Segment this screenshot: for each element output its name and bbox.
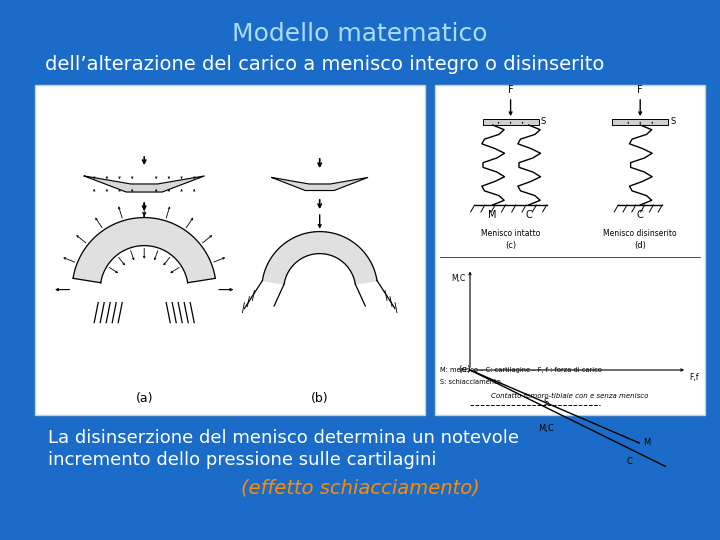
Polygon shape: [262, 232, 377, 284]
Text: (d): (d): [634, 241, 646, 249]
Bar: [482, 119, 539, 125]
Polygon shape: [73, 218, 215, 283]
Text: F: F: [637, 85, 643, 95]
Polygon shape: [84, 176, 204, 192]
Text: M: M: [644, 438, 651, 447]
Text: S: S: [670, 118, 675, 126]
Polygon shape: [271, 178, 368, 191]
Text: (effetto schiacciamento): (effetto schiacciamento): [240, 479, 480, 498]
Text: S: schiacciamento: S: schiacciamento: [440, 379, 500, 385]
Text: Contatto femoro-tibiale con e senza menisco: Contatto femoro-tibiale con e senza meni…: [491, 393, 649, 399]
Text: F: F: [508, 85, 513, 95]
Text: F,f: F,f: [689, 373, 698, 382]
Text: Modello matematico: Modello matematico: [233, 22, 487, 46]
Text: M: menisco – C: cartilagine – F, f : forza di carico: M: menisco – C: cartilagine – F, f : for…: [440, 367, 602, 373]
Text: C: C: [525, 210, 532, 220]
Text: (e): (e): [458, 365, 471, 374]
Text: C: C: [626, 457, 632, 467]
Text: (a): (a): [135, 392, 153, 405]
Bar: [35, 85, 425, 415]
Text: M,C: M,C: [451, 274, 465, 282]
Text: S: S: [544, 399, 549, 408]
Text: Menisco intatto: Menisco intatto: [481, 228, 540, 238]
Text: (b): (b): [311, 392, 328, 405]
Text: Menisco disinserito: Menisco disinserito: [603, 228, 677, 238]
Text: S: S: [541, 118, 546, 126]
Text: M: M: [488, 210, 497, 220]
Bar: [612, 119, 668, 125]
Text: incremento dello pressione sulle cartilagini: incremento dello pressione sulle cartila…: [48, 451, 436, 469]
Text: La disinserzione del menisco determina un notevole: La disinserzione del menisco determina u…: [48, 429, 519, 447]
Text: dell’alterazione del carico a menisco integro o disinserito: dell’alterazione del carico a menisco in…: [45, 55, 604, 74]
Text: (c): (c): [505, 241, 516, 249]
Text: C: C: [636, 210, 644, 220]
Text: M,C: M,C: [538, 424, 554, 433]
Bar: [435, 85, 705, 415]
